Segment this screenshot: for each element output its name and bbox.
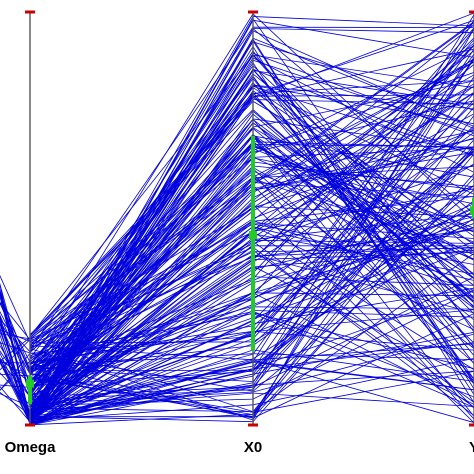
series-line [0,223,474,342]
series-line [0,56,474,417]
series-line [0,302,474,363]
axis-highlight-marker [26,379,34,388]
axis-highlight-marker [249,231,257,240]
series-line [0,253,474,413]
series-line [0,42,474,423]
series-line [0,220,474,391]
series-line [0,161,474,406]
series-line [0,151,474,398]
axis-label-x0: X0 [244,439,262,456]
series-line [0,309,474,383]
series-line [0,188,474,416]
polyline-group [0,12,474,426]
axis-label-omega: Omega [5,439,57,456]
series-line [0,28,474,391]
series-line [0,227,474,422]
series-line [0,276,474,419]
series-line [0,86,474,371]
series-line [0,48,474,420]
axis-label-y: Y [469,439,474,456]
axis-label-group: Omega X0 Y [5,439,474,456]
series-line [0,84,474,421]
series-line [0,249,474,408]
series-line [0,145,474,418]
series-line [0,148,474,424]
axes-group [25,10,474,427]
axis-highlight-marker [470,206,474,215]
series-line [0,122,474,422]
series-line [0,189,474,372]
